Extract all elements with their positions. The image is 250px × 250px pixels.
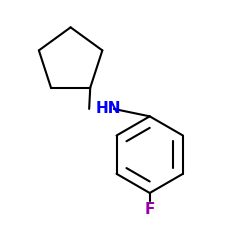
Text: HN: HN [95,102,121,116]
Text: F: F [144,202,155,217]
